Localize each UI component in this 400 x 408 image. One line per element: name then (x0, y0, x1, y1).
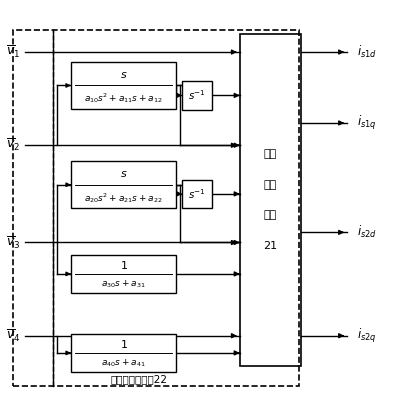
Text: $i_{s1q}$: $i_{s1q}$ (357, 114, 377, 132)
Bar (13, 30, 299, 386)
Text: $a_{30}s+a_{31}$: $a_{30}s+a_{31}$ (101, 279, 146, 290)
Text: $s$: $s$ (120, 169, 127, 180)
Text: $s$: $s$ (120, 70, 127, 80)
Bar (71, 62, 176, 109)
Bar (182, 81, 212, 110)
Bar (240, 34, 301, 366)
Text: 21: 21 (264, 241, 278, 251)
Text: $\overline{v}_{4}$: $\overline{v}_{4}$ (6, 328, 20, 344)
Text: 静态: 静态 (264, 149, 277, 160)
Text: $1$: $1$ (120, 339, 128, 350)
Text: $\overline{v}_{1}$: $\overline{v}_{1}$ (6, 44, 20, 60)
Text: $s^{-1}$: $s^{-1}$ (188, 89, 206, 102)
Text: $s^{-1}$: $s^{-1}$ (188, 187, 206, 201)
Text: $1$: $1$ (120, 259, 128, 271)
Text: 神经网络广义進22: 神经网络广义進22 (111, 374, 168, 384)
Text: $a_{40}s+a_{41}$: $a_{40}s+a_{41}$ (101, 358, 146, 370)
Text: 神经: 神经 (264, 180, 277, 190)
Text: $\overline{v}_{2}$: $\overline{v}_{2}$ (6, 137, 20, 153)
Bar (71, 255, 176, 293)
Text: $i_{s1d}$: $i_{s1d}$ (357, 44, 377, 60)
Bar (71, 334, 176, 372)
Text: $a_{10}s^2+a_{11}s+a_{12}$: $a_{10}s^2+a_{11}s+a_{12}$ (84, 91, 163, 106)
Text: 网络: 网络 (264, 210, 277, 220)
Bar (71, 162, 176, 208)
Text: $a_{20}s^2+a_{21}s+a_{22}$: $a_{20}s^2+a_{21}s+a_{22}$ (84, 191, 163, 205)
Text: $i_{s2q}$: $i_{s2q}$ (357, 327, 377, 345)
Text: $i_{s2d}$: $i_{s2d}$ (357, 224, 377, 240)
Text: $\overline{v}_{3}$: $\overline{v}_{3}$ (6, 235, 20, 251)
Bar (182, 180, 212, 208)
